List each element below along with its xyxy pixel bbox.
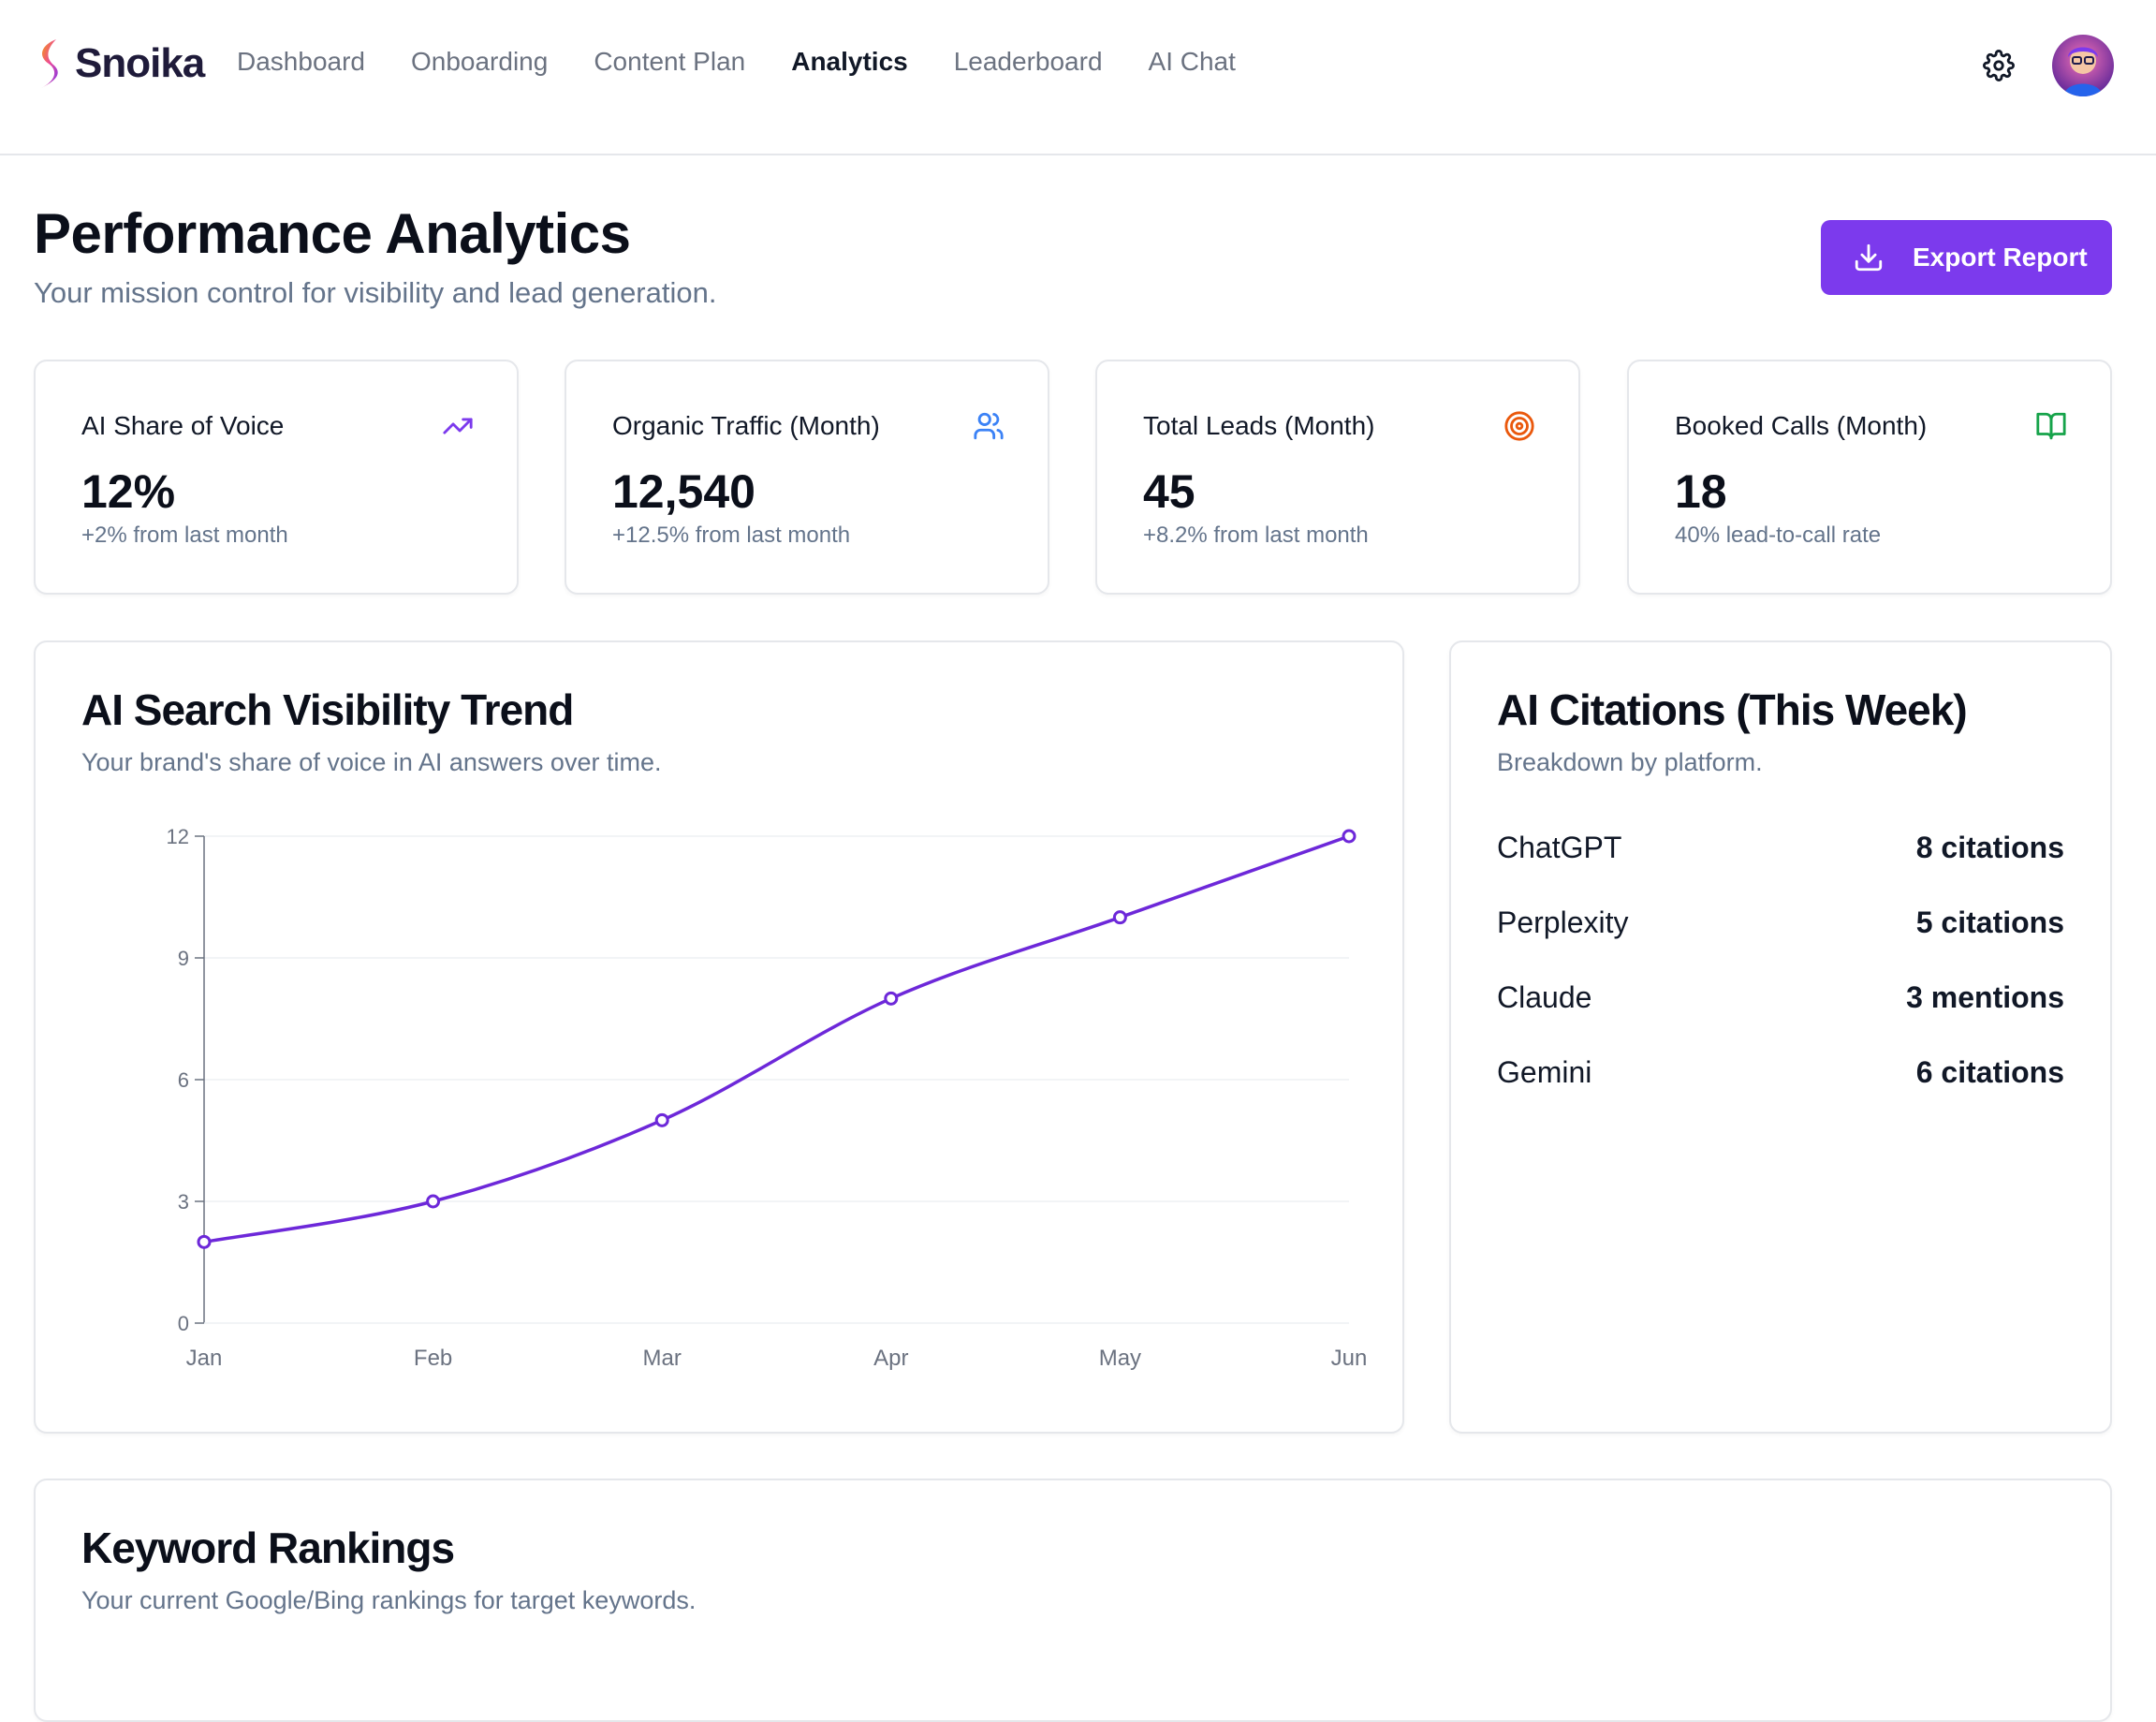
page-subtitle: Your mission control for visibility and … — [34, 276, 717, 309]
citations-subtitle: Breakdown by platform. — [1497, 748, 1763, 776]
nav-item-analytics[interactable]: Analytics — [791, 47, 908, 76]
trending-up-icon — [443, 418, 473, 434]
avatar-image — [2052, 35, 2114, 96]
citation-count: 3 mentions — [1906, 980, 2064, 1014]
stat-note: +8.2% from last month — [1143, 522, 1369, 548]
citation-row-perplexity: Perplexity 5 citations — [1497, 905, 2064, 940]
citation-row-chatgpt: ChatGPT 8 citations — [1497, 831, 2064, 865]
stat-label: AI Share of Voice — [81, 411, 285, 440]
stat-value: 18 — [1675, 465, 1727, 518]
book-open-icon — [2036, 412, 2066, 440]
keyword-rankings-card: Keyword Rankings Your current Google/Bin… — [34, 1479, 2112, 1722]
keywords-subtitle: Your current Google/Bing rankings for ta… — [81, 1586, 697, 1614]
x-tick-label: May — [1099, 1346, 1141, 1371]
stat-label: Organic Traffic (Month) — [612, 411, 880, 440]
keywords-title: Keyword Rankings — [81, 1523, 455, 1572]
stat-card-organic-traffic: Organic Traffic (Month) 12,540 +12.5% fr… — [565, 360, 1049, 595]
stat-card-ai-share-of-voice: AI Share of Voice 12% +2% from last mont… — [34, 360, 519, 595]
nav-item-onboarding[interactable]: Onboarding — [410, 47, 549, 76]
nav-item-ai-chat[interactable]: AI Chat — [1148, 47, 1236, 76]
citation-row-gemini: Gemini 6 citations — [1497, 1055, 2064, 1090]
gear-icon[interactable] — [1983, 50, 2015, 81]
target-icon — [1504, 411, 1534, 441]
citation-platform: Gemini — [1497, 1055, 1592, 1089]
download-icon — [1855, 243, 1883, 272]
y-tick-label: 3 — [178, 1190, 189, 1214]
top-navigation-bar: Snoika Dashboard Onboarding Content Plan… — [0, 0, 2156, 155]
citation-platform: ChatGPT — [1497, 831, 1622, 864]
y-tick-label: 12 — [167, 825, 189, 848]
data-point — [1342, 829, 1357, 844]
data-point — [884, 991, 899, 1006]
citation-platform: Claude — [1497, 980, 1592, 1014]
snoika-logo-icon — [41, 39, 58, 88]
x-tick-label: Apr — [873, 1346, 908, 1371]
nav-item-content-plan[interactable]: Content Plan — [594, 47, 746, 76]
series-line — [203, 834, 1350, 1244]
stat-card-total-leads: Total Leads (Month) 45 +8.2% from last m… — [1095, 360, 1580, 595]
stat-note: 40% lead-to-call rate — [1675, 522, 1882, 548]
x-tick-label: Jan — [186, 1346, 223, 1371]
visibility-trend-card: AI Search Visibility Trend Your brand's … — [34, 640, 1404, 1434]
data-point — [426, 1194, 441, 1209]
stat-value: 12% — [81, 465, 176, 518]
avatar[interactable] — [2052, 35, 2114, 96]
nav-item-dashboard[interactable]: Dashboard — [237, 47, 365, 76]
brand-name: Snoika — [75, 40, 205, 86]
trend-title: AI Search Visibility Trend — [81, 685, 574, 734]
y-tick-label: 0 — [178, 1312, 189, 1335]
citation-count: 8 citations — [1915, 831, 2064, 864]
stat-value: 45 — [1143, 465, 1195, 518]
export-report-button[interactable]: Export Report — [1821, 220, 2112, 295]
citation-count: 6 citations — [1915, 1055, 2064, 1089]
citation-row-claude: Claude 3 mentions — [1497, 980, 2064, 1015]
stat-label: Total Leads (Month) — [1143, 411, 1375, 440]
stat-note: +2% from last month — [81, 522, 288, 548]
x-tick-label: Jun — [1331, 1346, 1368, 1371]
export-report-label: Export Report — [1913, 243, 2088, 272]
data-point — [197, 1234, 212, 1249]
citations-title: AI Citations (This Week) — [1497, 685, 1968, 734]
page-title: Performance Analytics — [34, 202, 631, 265]
ai-citations-card: AI Citations (This Week) Breakdown by pl… — [1449, 640, 2112, 1434]
y-tick-label: 6 — [178, 1068, 189, 1092]
x-tick-label: Feb — [414, 1346, 452, 1371]
nav-item-leaderboard[interactable]: Leaderboard — [953, 47, 1103, 76]
data-point — [654, 1112, 669, 1127]
data-point — [1112, 910, 1127, 925]
x-tick-label: Mar — [643, 1346, 682, 1371]
trend-subtitle: Your brand's share of voice in AI answer… — [81, 748, 662, 776]
stat-value: 12,540 — [612, 465, 755, 518]
brand-logo[interactable]: Snoika — [32, 36, 205, 92]
citation-count: 5 citations — [1915, 905, 2064, 939]
citation-platform: Perplexity — [1497, 905, 1629, 939]
users-icon — [974, 412, 1004, 440]
main-nav: Dashboard Onboarding Content Plan Analyt… — [237, 47, 1236, 77]
visibility-line-chart: 0 3 6 9 12 Jan Feb Mar Apr May Jun — [167, 825, 1368, 1371]
y-tick-label: 9 — [178, 947, 189, 970]
stat-note: +12.5% from last month — [612, 522, 851, 548]
stat-label: Booked Calls (Month) — [1675, 411, 1928, 440]
stat-card-booked-calls: Booked Calls (Month) 18 40% lead-to-call… — [1627, 360, 2112, 595]
